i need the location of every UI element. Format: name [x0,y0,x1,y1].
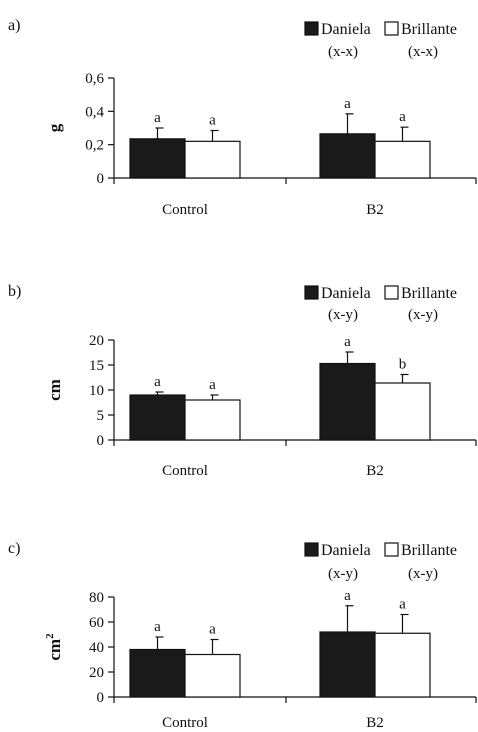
bar [184,399,241,441]
legend-group-label: (x-y) [408,566,438,582]
chart-panel: a) g 0 0,2 0,4 0,6 Control B2 a a a a Daniela (x-x) Br… [8,17,477,218]
significance-letter: a [209,113,216,129]
y-tick-label: 0,4 [85,104,104,120]
significance-letter: a [399,597,406,613]
y-tick-label: 40 [89,640,104,656]
y-axis-label: cm2 [44,633,64,661]
y-tick-label: 60 [89,615,104,631]
category-label: Control [162,202,208,218]
bar [319,133,376,179]
y-tick-label: 0 [97,690,105,706]
y-axis-label: g [45,123,64,132]
y-tick-label: 0,2 [85,138,104,154]
y-axis-label-text: cm [45,379,64,401]
significance-letter: a [344,96,351,112]
category-label: Control [162,715,208,731]
significance-letter: a [209,622,216,638]
significance-letter: a [344,334,351,350]
legend-group-label: (x-x) [328,44,358,60]
y-axis-label-text: g [45,123,64,132]
significance-letter: a [209,377,216,393]
significance-letter: a [344,588,351,604]
bar [374,140,431,179]
panel-label: b) [8,283,21,300]
bar [129,394,186,441]
y-tick-label: 0 [97,171,105,187]
significance-letter: a [154,619,161,635]
y-tick-label: 10 [89,383,104,399]
y-tick-label: 15 [89,358,104,374]
panel-label: a) [8,17,20,34]
category-label: B2 [366,715,384,731]
legend-swatch [384,285,399,300]
legend-group-label: (x-y) [328,566,358,582]
category-label: B2 [366,202,384,218]
legend-label: Brillante [401,542,457,559]
y-axis-label-superscript: 2 [44,633,56,639]
y-tick-label: 80 [89,590,104,606]
legend-swatch [304,285,319,300]
legend-label: Daniela [321,542,371,559]
bar [184,653,241,698]
category-label: Control [162,463,208,479]
significance-letter: b [399,357,407,373]
bar [184,140,241,179]
significance-letter: a [154,374,161,390]
legend-label: Brillante [401,285,457,302]
legend-swatch [384,21,399,36]
legend-swatch [304,21,319,36]
y-tick-label: 0 [97,433,105,449]
significance-letter: a [399,109,406,125]
y-axis-label: cm [45,379,64,401]
legend-swatch [384,542,399,557]
panel-label: c) [8,540,20,557]
bar [374,632,431,698]
bar [129,648,186,698]
y-axis-label-text: cm [45,639,64,661]
y-tick-label: 0,6 [85,71,104,87]
chart-panel: b) cm 0 5 10 15 20 Control B2 a a a b Daniela (x-y) Bri… [8,283,477,479]
bar [319,362,376,441]
bar [374,382,431,441]
bar [319,631,376,698]
legend-group-label: (x-y) [408,307,438,323]
legend-label: Brillante [401,21,457,38]
legend-group-label: (x-x) [408,44,438,60]
legend-group-label: (x-y) [328,307,358,323]
legend-label: Daniela [321,285,371,302]
significance-letter: a [154,110,161,126]
y-tick-label: 20 [89,665,104,681]
y-tick-label: 20 [89,333,104,349]
bar [129,138,186,179]
category-label: B2 [366,463,384,479]
legend-swatch [304,542,319,557]
y-tick-label: 5 [97,408,105,424]
legend-label: Daniela [321,21,371,38]
